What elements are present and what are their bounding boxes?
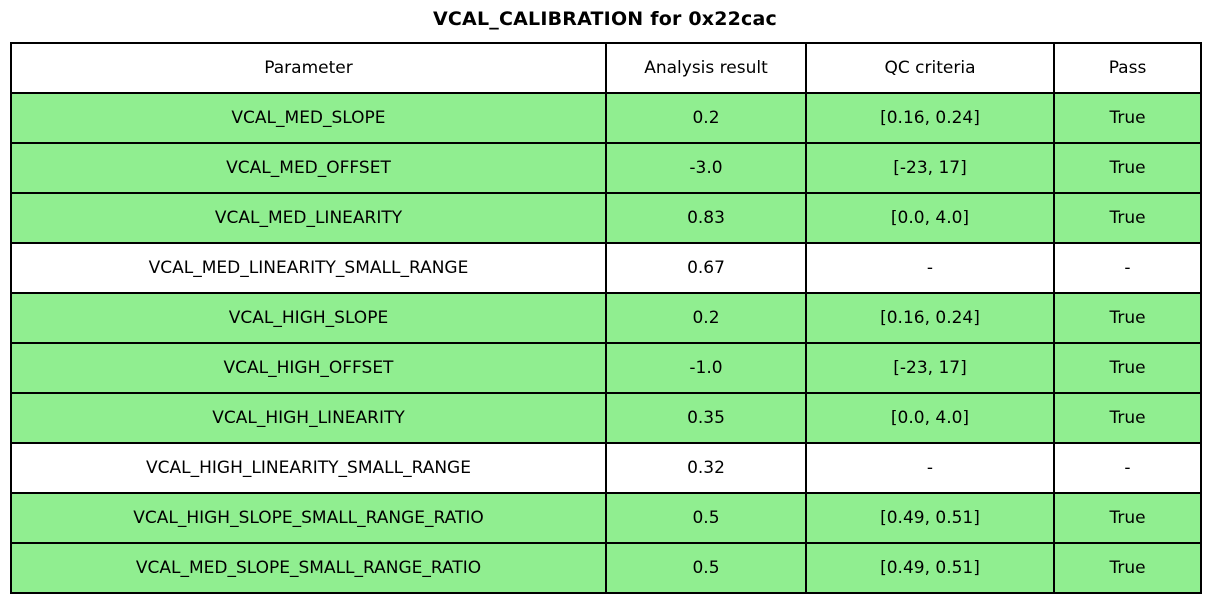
cell-analysis-result: 0.2 (605, 92, 807, 144)
cell-qc-criteria: [-23, 17] (805, 342, 1055, 394)
cell-pass: - (1053, 442, 1202, 494)
cell-parameter: VCAL_MED_LINEARITY (10, 192, 607, 244)
cell-qc-criteria: [0.49, 0.51] (805, 542, 1055, 594)
cell-qc-criteria: [0.0, 4.0] (805, 192, 1055, 244)
figure: VCAL_CALIBRATION for 0x22cac Parameter A… (10, 0, 1202, 594)
cell-pass: True (1053, 192, 1202, 244)
cell-pass: True (1053, 392, 1202, 444)
header-row: Parameter Analysis result QC criteria Pa… (10, 42, 1202, 94)
table-row: VCAL_HIGH_SLOPE_SMALL_RANGE_RATIO 0.5 [0.4… (10, 492, 1202, 544)
cell-qc-criteria: [0.0, 4.0] (805, 392, 1055, 444)
cell-pass: True (1053, 342, 1202, 394)
cell-analysis-result: 0.67 (605, 242, 807, 294)
cell-parameter: VCAL_HIGH_OFFSET (10, 342, 607, 394)
table-row: VCAL_MED_LINEARITY_SMALL_RANGE 0.67- - (10, 242, 1202, 294)
cell-analysis-result: -1.0 (605, 342, 807, 394)
cell-analysis-result: 0.35 (605, 392, 807, 444)
cell-parameter: VCAL_HIGH_LINEARITY_SMALL_RANGE (10, 442, 607, 494)
cell-parameter: VCAL_HIGH_SLOPE_SMALL_RANGE_RATIO (10, 492, 607, 544)
cell-qc-criteria: [0.16, 0.24] (805, 292, 1055, 344)
cell-pass: True (1053, 92, 1202, 144)
table-row: VCAL_MED_SLOPE 0.2 [0.16, 0.24] True (10, 92, 1202, 144)
cell-qc-criteria: [0.16, 0.24] (805, 92, 1055, 144)
table-row: VCAL_MED_OFFSET -3.0 [-23, 17] True (10, 142, 1202, 194)
cell-parameter: VCAL_MED_SLOPE_SMALL_RANGE_RATIO (10, 542, 607, 594)
cell-parameter: VCAL_MED_LINEARITY_SMALL_RANGE (10, 242, 607, 294)
cell-parameter: VCAL_MED_SLOPE (10, 92, 607, 144)
cell-pass: True (1053, 292, 1202, 344)
cell-analysis-result: 0.5 (605, 492, 807, 544)
table-row: VCAL_MED_SLOPE_SMALL_RANGE_RATIO 0.5 [0.49… (10, 542, 1202, 594)
table-body: VCAL_MED_SLOPE 0.2 [0.16, 0.24] True VCAL_ME… (10, 92, 1202, 594)
col-header-analysis-result: Analysis result (605, 42, 807, 94)
cell-qc-criteria: [0.49, 0.51] (805, 492, 1055, 544)
cell-analysis-result: -3.0 (605, 142, 807, 194)
cell-analysis-result: 0.5 (605, 542, 807, 594)
cell-parameter: VCAL_HIGH_SLOPE (10, 292, 607, 344)
table-row: VCAL_MED_LINEARITY 0.83 [0.0, 4.0] True (10, 192, 1202, 244)
cell-pass: True (1053, 542, 1202, 594)
cell-parameter: VCAL_MED_OFFSET (10, 142, 607, 194)
cell-pass: True (1053, 492, 1202, 544)
table-row: VCAL_HIGH_LINEARITY 0.35 [0.0, 4.0] True (10, 392, 1202, 444)
cell-analysis-result: 0.32 (605, 442, 807, 494)
cell-analysis-result: 0.2 (605, 292, 807, 344)
figure-title: VCAL_CALIBRATION for 0x22cac (433, 8, 777, 30)
cell-analysis-result: 0.83 (605, 192, 807, 244)
table-row: VCAL_HIGH_LINEARITY_SMALL_RANGE 0.32- - (10, 442, 1202, 494)
table-row: VCAL_HIGH_OFFSET -1.0 [-23, 17] True (10, 342, 1202, 394)
cell-parameter: VCAL_HIGH_LINEARITY (10, 392, 607, 444)
cell-pass: True (1053, 142, 1202, 194)
col-header-parameter: Parameter (10, 42, 607, 94)
cell-qc-criteria: [-23, 17] (805, 142, 1055, 194)
col-header-pass: Pass (1053, 42, 1202, 94)
qc-results-table: Parameter Analysis result QC criteria Pa… (10, 42, 1202, 594)
cell-pass: - (1053, 242, 1202, 294)
cell-qc-criteria: - (805, 242, 1055, 294)
col-header-qc-criteria: QC criteria (805, 42, 1055, 94)
table-row: VCAL_HIGH_SLOPE 0.2 [0.16, 0.24] True (10, 292, 1202, 344)
cell-qc-criteria: - (805, 442, 1055, 494)
